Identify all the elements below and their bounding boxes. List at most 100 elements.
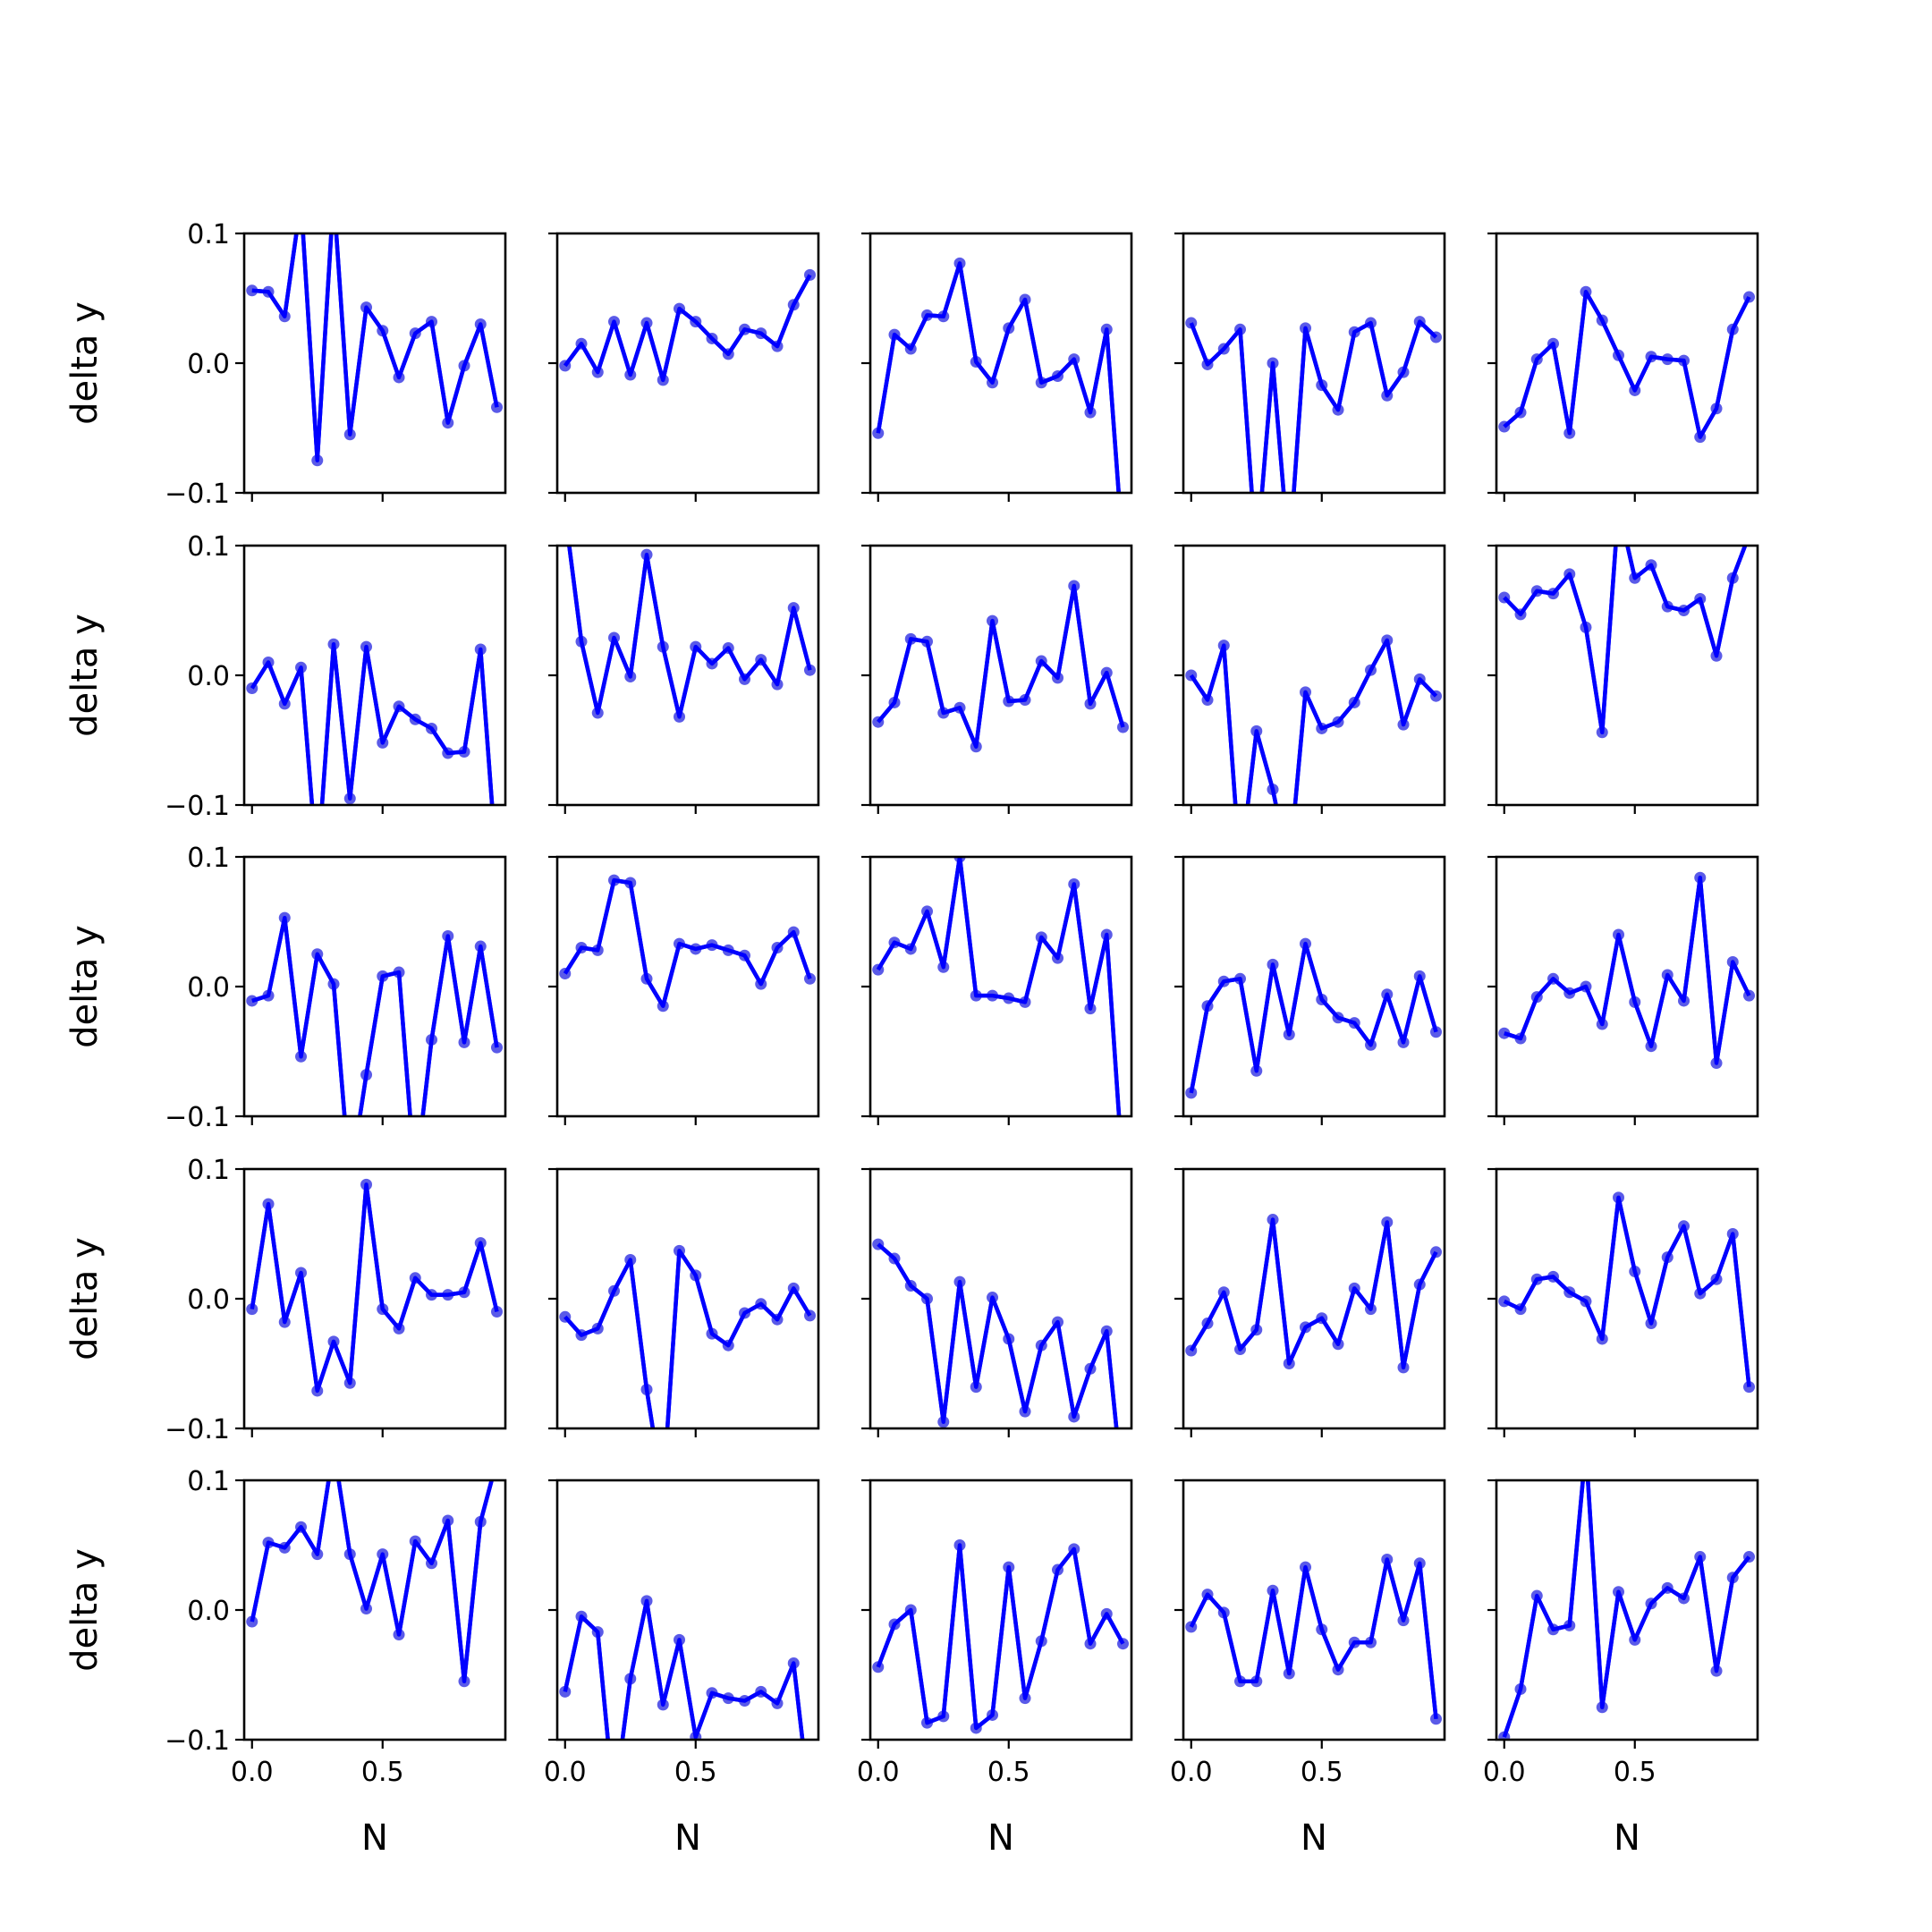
series-line-overlay: [876, 261, 1121, 493]
plot-area: [1185, 1214, 1443, 1374]
plot-area: [1498, 871, 1756, 1070]
plot-area: [1185, 1553, 1443, 1725]
series-line-overlay: [1189, 1557, 1438, 1720]
plot-area: [1498, 546, 1748, 739]
plot-area: [872, 857, 1122, 1116]
subplot-3-5: [1487, 855, 1759, 1125]
y-tick-label: 0.1: [187, 1466, 230, 1497]
y-tick-label: −0.1: [165, 479, 230, 510]
x-tick-label: 0.5: [361, 1757, 404, 1788]
subplot-3-3: [861, 855, 1133, 1125]
series-line-overlay: [876, 1543, 1125, 1731]
y-axis-label: delta y: [64, 614, 106, 737]
series-line-overlay: [251, 233, 499, 462]
series-line-overlay: [1503, 290, 1751, 439]
plot-area: [246, 1178, 504, 1397]
series-line-overlay: [1189, 319, 1438, 493]
y-tick-label: −0.1: [165, 1414, 230, 1445]
subplot-5-2: 0.0 0.5 N: [544, 1479, 820, 1859]
series-line-overlay: [250, 1182, 499, 1394]
plot-area: [559, 874, 817, 1013]
series-line-overlay: [564, 1249, 812, 1428]
series-line-overlay: [1504, 875, 1751, 1065]
plot-area: [567, 546, 817, 723]
x-tick-label: 0.5: [674, 1757, 717, 1788]
x-tick-label: 0.0: [231, 1757, 274, 1788]
plot-area: [872, 1238, 1119, 1428]
plot-area: [246, 233, 504, 467]
subplot-3-2: [548, 855, 820, 1125]
x-tick-label: 0.0: [544, 1757, 587, 1788]
series-line-overlay: [1503, 546, 1748, 735]
x-axis-label: N: [674, 1818, 701, 1859]
y-tick-label: 0.0: [187, 349, 230, 380]
x-tick-label: 0.0: [1170, 1757, 1213, 1788]
x-tick-label: 0.0: [1483, 1757, 1526, 1788]
plot-area: [1185, 634, 1443, 805]
plot-area: [246, 1480, 495, 1688]
series-line-overlay: [1189, 638, 1438, 805]
plot-area: [872, 257, 1121, 493]
plot-area: [1185, 937, 1443, 1099]
x-tick-label: 0.5: [1301, 1757, 1343, 1788]
subplot-2-3: [861, 544, 1133, 814]
subplot-2-1: −0.1 0.0 0.1 delta y: [64, 531, 507, 822]
series-line-overlay: [567, 546, 812, 719]
y-tick-label: 0.0: [187, 661, 230, 692]
x-axis-label: N: [1301, 1818, 1327, 1859]
subplot-1-5: [1487, 232, 1759, 502]
series-line-overlay: [1189, 1217, 1438, 1370]
subplot-4-2: [548, 1167, 820, 1437]
subplot-1-1: −0.1 0.0 0.1 delta y: [64, 219, 507, 510]
y-axis-label: delta y: [64, 1548, 106, 1672]
series-line-overlay: [876, 857, 1122, 1116]
x-tick-label: 0.0: [857, 1757, 900, 1788]
subplot-5-5: 0.0 0.5 N: [1483, 1479, 1759, 1859]
series-line-overlay: [1503, 1195, 1751, 1387]
subplot-2-2: [548, 544, 820, 814]
y-axis-label: delta y: [64, 925, 106, 1048]
plot-area: [872, 580, 1130, 753]
series-line-overlay: [877, 583, 1125, 749]
subplot-2-5: [1487, 544, 1759, 814]
subplot-4-4: [1174, 1167, 1446, 1437]
y-tick-label: 0.1: [187, 531, 230, 563]
plot-area: [1498, 285, 1756, 444]
subplot-4-3: [861, 1167, 1133, 1437]
series-line-overlay: [250, 641, 495, 805]
y-tick-label: 0.0: [187, 972, 230, 1004]
subplot-4-5: [1487, 1167, 1759, 1437]
x-tick-label: 0.5: [1614, 1757, 1657, 1788]
subplot-3-4: [1174, 855, 1446, 1125]
subplot-1-2: [548, 232, 820, 502]
series-line-overlay: [877, 1242, 1119, 1428]
y-tick-label: 0.1: [187, 219, 230, 250]
subplot-2-4: [1174, 544, 1446, 814]
series-line-overlay: [251, 915, 499, 1116]
x-tick-label: 0.5: [987, 1757, 1030, 1788]
y-tick-label: 0.0: [187, 1284, 230, 1316]
subplot-4-1: −0.1 0.0 0.1 delta y: [64, 1155, 507, 1445]
y-tick-label: 0.0: [187, 1596, 230, 1627]
x-axis-label: N: [987, 1818, 1014, 1859]
y-axis-label: delta y: [64, 1237, 106, 1360]
plot-area: [1498, 1191, 1756, 1394]
subplot-5-3: 0.0 0.5 N: [857, 1479, 1133, 1859]
plot-area: [872, 1539, 1130, 1734]
series-line-overlay: [250, 1480, 495, 1683]
plot-area: [559, 268, 817, 386]
subplot-5-4: 0.0 0.5 N: [1170, 1479, 1446, 1859]
series-line-overlay: [563, 877, 812, 1008]
series-line-overlay: [1502, 1480, 1751, 1738]
plot-area: [559, 1595, 805, 1740]
subplot-1-4: [1174, 232, 1446, 502]
subplot-1-3: [861, 232, 1133, 502]
plot-area: [246, 638, 495, 805]
plot-area: [559, 1244, 817, 1428]
y-tick-label: 0.1: [187, 1155, 230, 1186]
x-axis-label: N: [1614, 1818, 1640, 1859]
y-tick-label: −0.1: [165, 1725, 230, 1757]
